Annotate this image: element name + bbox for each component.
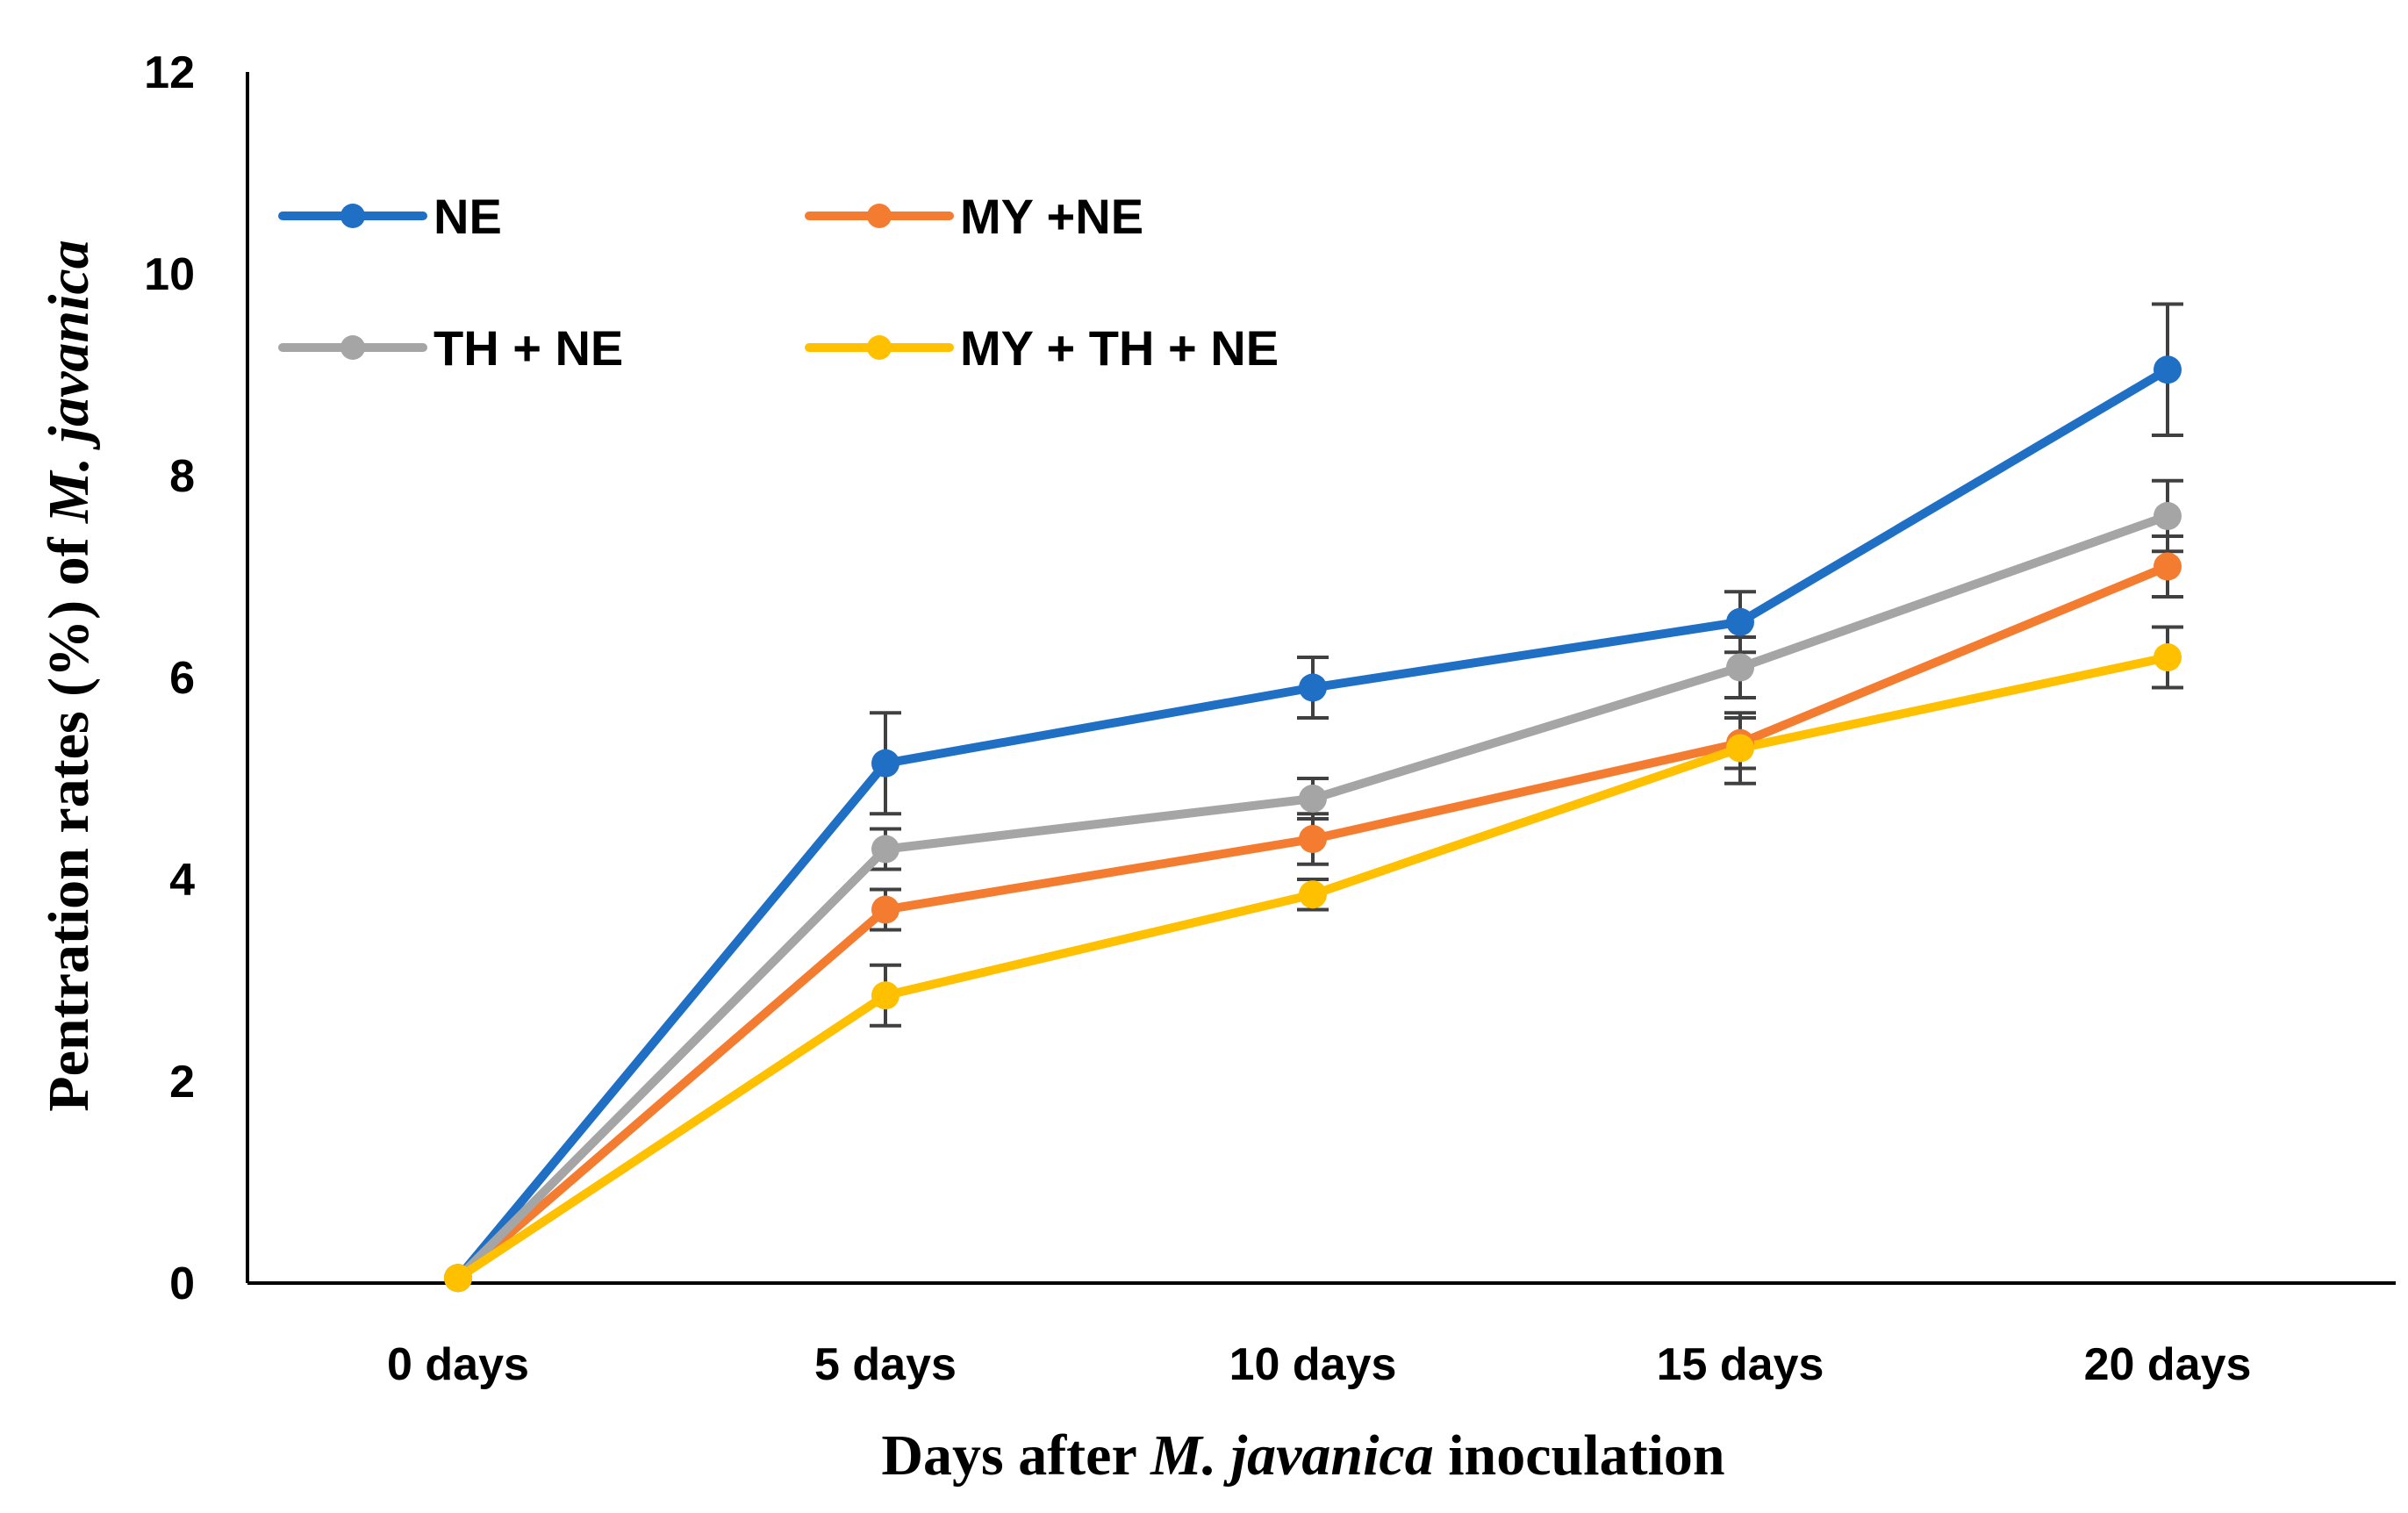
y-tick-label: 2 (169, 1057, 195, 1108)
legend-entry: TH + NE (278, 320, 623, 376)
data-point (1299, 880, 1327, 909)
legend-entry: MY + TH + NE (805, 320, 1279, 376)
legend-label: TH + NE (434, 320, 623, 376)
y-tick-label: 12 (144, 47, 195, 98)
data-point (2154, 355, 2182, 384)
y-tick-label: 10 (144, 249, 195, 300)
data-point (2154, 502, 2182, 530)
y-axis-title-italic: M. javanica (37, 240, 101, 524)
legend-marker (867, 335, 892, 360)
x-tick-label: 10 days (1229, 1339, 1397, 1390)
legend-label: MY + TH + NE (960, 320, 1279, 376)
x-tick-label: 20 days (2084, 1339, 2252, 1390)
y-axis-title-prefix: Pentration rates (%) of (37, 523, 101, 1112)
y-axis-title: Pentration rates (%) of M. javanica (37, 240, 101, 1111)
data-point (1726, 653, 1754, 682)
legend-label: MY +NE (960, 189, 1143, 244)
error-bars (870, 302, 2183, 1028)
data-point (871, 835, 899, 864)
legend-marker (867, 204, 892, 228)
legend-entry: NE (278, 189, 502, 244)
legend: NE MY +NE TH + NE MY + TH + NE (278, 189, 1279, 376)
x-axis-title-suffix: inoculation (1434, 1423, 1725, 1488)
data-point (2154, 552, 2182, 581)
axes (246, 72, 2396, 1285)
legend-entry: MY +NE (805, 189, 1143, 244)
x-axis-title-italic: M. javanica (1150, 1423, 1434, 1488)
data-point (444, 1264, 472, 1293)
x-tick-label: 15 days (1657, 1339, 1824, 1390)
x-axis-title: Days after M. javanica inoculation (881, 1423, 1724, 1488)
x-axis-title-prefix: Days after (881, 1423, 1150, 1488)
data-point (2154, 643, 2182, 671)
y-tick-label: 4 (169, 855, 195, 906)
data-point (1299, 785, 1327, 813)
data-points (444, 355, 2182, 1293)
y-tick-label: 0 (169, 1258, 195, 1309)
data-point (1299, 673, 1327, 702)
data-point (871, 749, 899, 778)
data-point (1299, 825, 1327, 853)
data-point (871, 895, 899, 924)
x-tick-label: 5 days (814, 1339, 957, 1390)
data-point (1726, 734, 1754, 763)
y-tick-labels: 0 2 4 6 8 10 12 (144, 47, 195, 1309)
legend-marker (340, 335, 365, 360)
x-tick-labels: 0 days 5 days 10 days 15 days 20 days (387, 1339, 2251, 1390)
legend-label: NE (434, 189, 502, 244)
legend-marker (340, 204, 365, 228)
y-tick-label: 6 (169, 653, 195, 704)
y-tick-label: 8 (169, 451, 195, 502)
x-tick-label: 0 days (387, 1339, 529, 1390)
data-point (871, 981, 899, 1010)
data-point (1726, 607, 1754, 636)
